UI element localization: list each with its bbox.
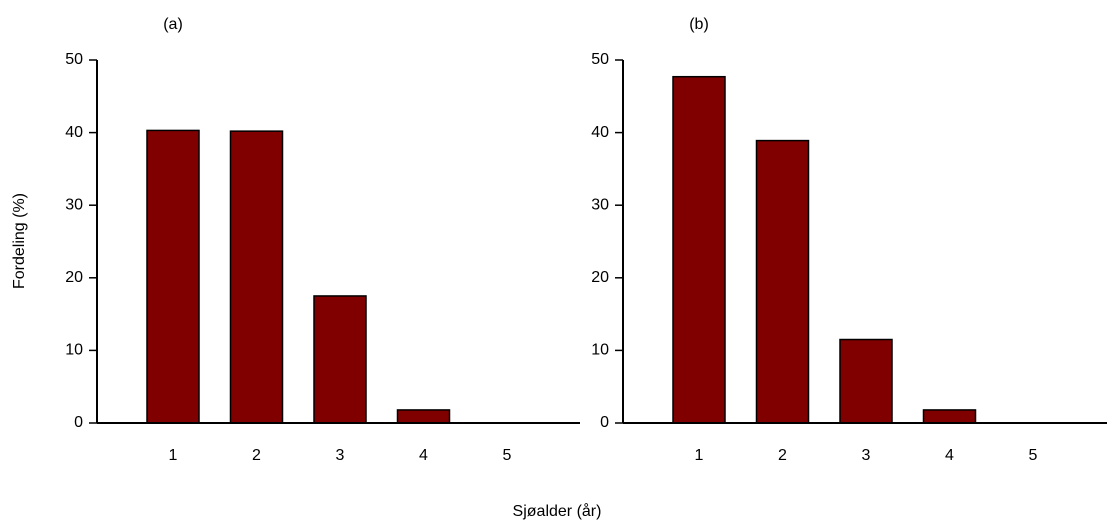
bar — [839, 338, 893, 424]
y-tick-label: 10 — [591, 342, 609, 359]
y-tick-label: 50 — [591, 51, 609, 68]
x-tick-label: 2 — [778, 447, 787, 464]
y-tick-label: 0 — [74, 414, 83, 431]
x-tick-label: 2 — [252, 447, 261, 464]
bar — [313, 295, 367, 424]
y-tick-label: 20 — [65, 269, 83, 286]
x-tick-label: 1 — [695, 447, 704, 464]
x-tick-label: 5 — [1029, 447, 1038, 464]
y-tick-label: 0 — [600, 414, 609, 431]
chart-title: (b) — [689, 16, 709, 33]
x-tick-label: 5 — [503, 447, 512, 464]
y-tick-label: 40 — [591, 124, 609, 141]
y-axis-label: Fordeling (%) — [11, 193, 28, 289]
y-tick-label: 50 — [65, 51, 83, 68]
x-tick-label: 3 — [862, 447, 871, 464]
x-tick-label: 4 — [419, 447, 428, 464]
y-tick-label: 20 — [591, 269, 609, 286]
bar — [396, 409, 451, 424]
bar — [755, 139, 810, 424]
y-tick-label: 40 — [65, 124, 83, 141]
y-tick-label: 10 — [65, 342, 83, 359]
x-axis-label: Sjøalder (år) — [513, 502, 602, 520]
bar — [922, 409, 977, 424]
bar — [146, 129, 200, 424]
x-tick-label: 3 — [336, 447, 345, 464]
x-tick-label: 4 — [945, 447, 954, 464]
x-tick-label: 1 — [169, 447, 178, 464]
bar — [229, 130, 284, 424]
bar — [672, 75, 726, 424]
chart-title: (a) — [163, 16, 183, 33]
y-tick-label: 30 — [65, 196, 83, 213]
y-tick-label: 30 — [591, 196, 609, 213]
